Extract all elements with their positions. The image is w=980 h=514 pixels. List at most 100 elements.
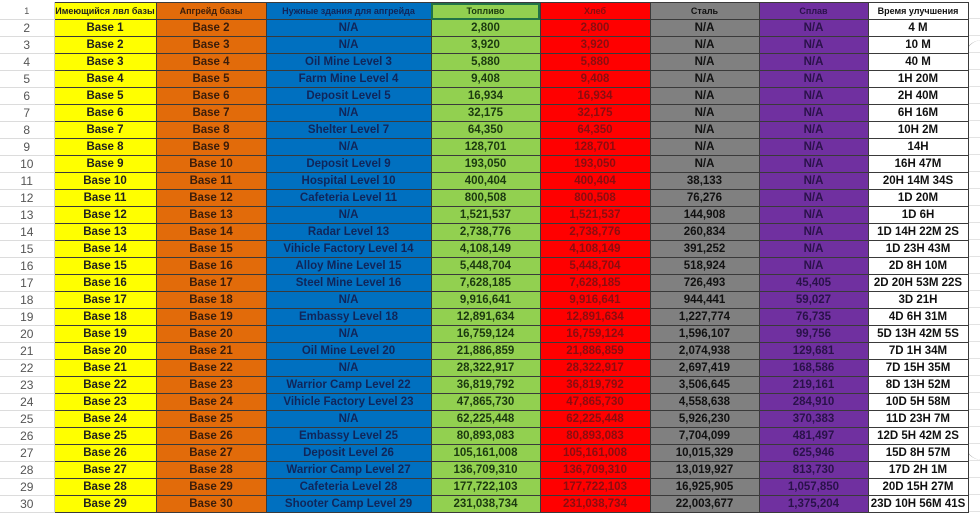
cell-bread[interactable]: 2,738,776 xyxy=(539,223,651,241)
cell-steel[interactable]: N/A xyxy=(649,155,760,173)
cell-upgrade[interactable]: Base 5 xyxy=(155,70,267,88)
cell-fuel[interactable]: 16,759,124 xyxy=(430,325,541,343)
cell-fuel[interactable]: 1,521,537 xyxy=(430,206,541,224)
row-number[interactable]: 12 xyxy=(0,189,55,207)
cell-steel[interactable]: 144,908 xyxy=(649,206,760,224)
cell-fuel[interactable]: 21,886,859 xyxy=(430,342,541,360)
cell-bread[interactable]: 7,628,185 xyxy=(539,274,651,292)
cell-steel[interactable]: 2,074,938 xyxy=(649,342,760,360)
cell-fuel[interactable]: 47,865,730 xyxy=(430,393,541,411)
cell-alloy[interactable]: N/A xyxy=(758,257,869,275)
cell-steel[interactable]: N/A xyxy=(649,121,760,139)
cell-upgrade-time[interactable]: 8D 13H 52M xyxy=(867,376,969,394)
cell-required-buildings[interactable]: Embassy Level 25 xyxy=(265,427,432,445)
cell-upgrade-time[interactable]: 1D 23H 43M xyxy=(867,240,969,258)
cell-alloy[interactable]: 99,756 xyxy=(758,325,869,343)
cell-alloy[interactable]: 481,497 xyxy=(758,427,869,445)
cell-steel[interactable]: N/A xyxy=(649,138,760,156)
cell-steel[interactable]: N/A xyxy=(649,70,760,88)
row-number[interactable]: 26 xyxy=(0,427,55,445)
cell-upgrade-time[interactable]: 1D 20M xyxy=(867,189,969,207)
cell-fuel[interactable]: 28,322,917 xyxy=(430,359,541,377)
cell-upgrade[interactable]: Base 16 xyxy=(155,257,267,275)
cell-upgrade[interactable]: Base 11 xyxy=(155,172,267,190)
cell-alloy[interactable]: 59,027 xyxy=(758,291,869,309)
header-required-buildings[interactable]: Нужные здания для апгрейда xyxy=(265,2,432,20)
cell-current-level[interactable]: Base 23 xyxy=(53,393,157,411)
cell-upgrade-time[interactable]: 7D 1H 34M xyxy=(867,342,969,360)
cell-upgrade-time[interactable]: 11D 23H 7M xyxy=(867,410,969,428)
cell-current-level[interactable]: Base 28 xyxy=(53,478,157,496)
cell-alloy[interactable]: N/A xyxy=(758,53,869,71)
cell-bread[interactable]: 3,920 xyxy=(539,36,651,54)
cell-steel[interactable]: 4,558,638 xyxy=(649,393,760,411)
cell-required-buildings[interactable]: Cafeteria Level 11 xyxy=(265,189,432,207)
row-number[interactable]: 24 xyxy=(0,393,55,411)
row-number[interactable]: 13 xyxy=(0,206,55,224)
cell-current-level[interactable]: Base 9 xyxy=(53,155,157,173)
cell-current-level[interactable]: Base 14 xyxy=(53,240,157,258)
cell-bread[interactable]: 800,508 xyxy=(539,189,651,207)
cell-upgrade-time[interactable]: 1H 20M xyxy=(867,70,969,88)
cell-fuel[interactable]: 32,175 xyxy=(430,104,541,122)
cell-fuel[interactable]: 800,508 xyxy=(430,189,541,207)
cell-upgrade[interactable]: Base 3 xyxy=(155,36,267,54)
row-number[interactable]: 23 xyxy=(0,376,55,394)
cell-upgrade-time[interactable]: 2H 40M xyxy=(867,87,969,105)
cell-fuel[interactable]: 36,819,792 xyxy=(430,376,541,394)
cell-steel[interactable]: 13,019,927 xyxy=(649,461,760,479)
cell-current-level[interactable]: Base 10 xyxy=(53,172,157,190)
cell-upgrade-time[interactable]: 40 M xyxy=(867,53,969,71)
cell-required-buildings[interactable]: Radar Level 13 xyxy=(265,223,432,241)
cell-upgrade-time[interactable]: 4 M xyxy=(867,19,969,37)
cell-upgrade-time[interactable]: 1D 6H xyxy=(867,206,969,224)
cell-required-buildings[interactable]: Embassy Level 18 xyxy=(265,308,432,326)
cell-current-level[interactable]: Base 12 xyxy=(53,206,157,224)
cell-alloy[interactable]: N/A xyxy=(758,87,869,105)
cell-upgrade[interactable]: Base 21 xyxy=(155,342,267,360)
row-number[interactable]: 14 xyxy=(0,223,55,241)
row-number[interactable]: 3 xyxy=(0,36,55,54)
cell-required-buildings[interactable]: N/A xyxy=(265,410,432,428)
cell-steel[interactable]: 5,926,230 xyxy=(649,410,760,428)
cell-fuel[interactable]: 7,628,185 xyxy=(430,274,541,292)
cell-current-level[interactable]: Base 29 xyxy=(53,495,157,513)
row-number[interactable]: 28 xyxy=(0,461,55,479)
header-fuel[interactable]: Топливо xyxy=(430,2,541,20)
cell-upgrade[interactable]: Base 4 xyxy=(155,53,267,71)
cell-bread[interactable]: 16,759,124 xyxy=(539,325,651,343)
cell-upgrade[interactable]: Base 26 xyxy=(155,427,267,445)
row-number[interactable]: 10 xyxy=(0,155,55,173)
cell-upgrade-time[interactable]: 5D 13H 42M 5S xyxy=(867,325,969,343)
row-number[interactable]: 15 xyxy=(0,240,55,258)
row-number[interactable]: 17 xyxy=(0,274,55,292)
cell-bread[interactable]: 136,709,310 xyxy=(539,461,651,479)
cell-alloy[interactable]: 76,735 xyxy=(758,308,869,326)
header-bread[interactable]: Хлеб xyxy=(539,2,651,20)
cell-bread[interactable]: 177,722,103 xyxy=(539,478,651,496)
cell-current-level[interactable]: Base 24 xyxy=(53,410,157,428)
cell-current-level[interactable]: Base 15 xyxy=(53,257,157,275)
row-number[interactable]: 30 xyxy=(0,495,55,513)
row-number[interactable]: 19 xyxy=(0,308,55,326)
header-upgrade[interactable]: Апгрейд базы xyxy=(155,2,267,20)
cell-bread[interactable]: 5,880 xyxy=(539,53,651,71)
cell-upgrade[interactable]: Base 27 xyxy=(155,444,267,462)
cell-alloy[interactable]: 370,383 xyxy=(758,410,869,428)
cell-alloy[interactable]: N/A xyxy=(758,155,869,173)
cell-bread[interactable]: 2,800 xyxy=(539,19,651,37)
cell-bread[interactable]: 400,404 xyxy=(539,172,651,190)
cell-alloy[interactable]: N/A xyxy=(758,172,869,190)
cell-current-level[interactable]: Base 1 xyxy=(53,19,157,37)
cell-upgrade[interactable]: Base 23 xyxy=(155,376,267,394)
cell-required-buildings[interactable]: Deposit Level 26 xyxy=(265,444,432,462)
cell-alloy[interactable]: N/A xyxy=(758,121,869,139)
cell-fuel[interactable]: 64,350 xyxy=(430,121,541,139)
row-number[interactable]: 1 xyxy=(0,2,55,20)
cell-bread[interactable]: 5,448,704 xyxy=(539,257,651,275)
row-number[interactable]: 5 xyxy=(0,70,55,88)
cell-upgrade-time[interactable]: 2D 8H 10M xyxy=(867,257,969,275)
cell-current-level[interactable]: Base 5 xyxy=(53,87,157,105)
cell-fuel[interactable]: 62,225,448 xyxy=(430,410,541,428)
cell-steel[interactable]: 76,276 xyxy=(649,189,760,207)
